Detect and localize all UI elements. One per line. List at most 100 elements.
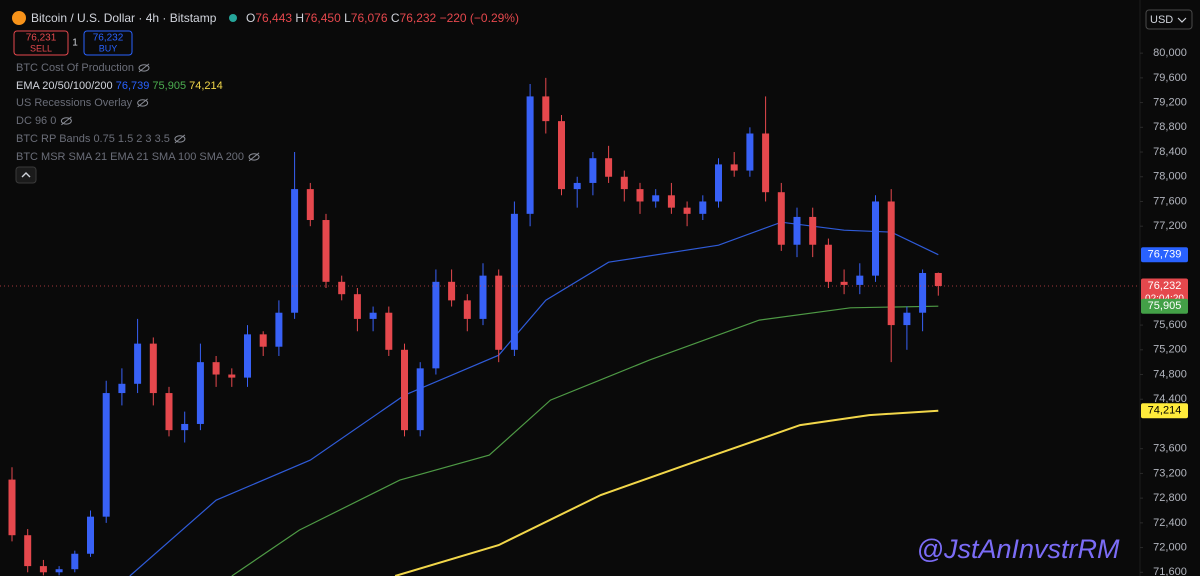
y-tick-label: 77,600: [1153, 195, 1187, 207]
indicator[interactable]: BTC MSR SMA 21 EMA 21 SMA 100 SMA 200: [16, 151, 244, 163]
candle-body: [934, 272, 942, 287]
candle-body: [620, 176, 628, 190]
chart-title: Bitcoin / U.S. Dollar · 4h · Bitstamp: [31, 11, 217, 25]
y-tick-label: 79,600: [1153, 72, 1187, 84]
indicator[interactable]: BTC RP Bands 0.75 1.5 2 3 3.5: [16, 133, 170, 145]
candle-body: [730, 164, 738, 171]
candle-body: [432, 281, 440, 369]
candle-body: [102, 393, 110, 517]
candle-body: [683, 207, 691, 214]
price-label-box: [1141, 403, 1188, 419]
eye-icon: [137, 99, 149, 107]
candle-body: [306, 189, 314, 221]
eye-slash: [137, 98, 148, 108]
candle-body: [401, 349, 408, 431]
ema-name: EMA 20/50/100/200: [16, 80, 113, 92]
candle-body: [840, 281, 848, 285]
candle-body: [353, 294, 361, 319]
ema-legend[interactable]: EMA 20/50/100/200 76,739 75,905 74,214: [16, 80, 223, 92]
ohlc-key: H: [295, 11, 304, 25]
y-tick-label: 78,400: [1153, 146, 1187, 158]
indicator[interactable]: US Recessions Overlay: [16, 97, 133, 109]
y-tick-label: 75,200: [1153, 344, 1187, 356]
ohlc-value: 76,443: [255, 11, 292, 25]
candle-body: [589, 158, 597, 183]
candle-body: [887, 201, 895, 326]
candle-body: [291, 189, 299, 313]
y-tick-label: 80,000: [1153, 47, 1187, 59]
candle-body: [699, 201, 707, 214]
ohlc-legend: O76,443 H76,450 L76,076 C76,232 −220 (−0…: [246, 11, 519, 25]
y-tick-label: 72,800: [1153, 492, 1187, 504]
ohlc-value: 76,232: [400, 11, 437, 25]
plot: [0, 77, 1140, 576]
candle-body: [510, 213, 518, 350]
ema-value: 76,739: [116, 80, 150, 92]
candle-body: [118, 383, 126, 394]
candle-body: [809, 216, 817, 245]
quantity[interactable]: 1: [72, 38, 78, 49]
currency-select[interactable]: [1145, 9, 1193, 30]
candle-body: [228, 374, 236, 378]
candle-body: [872, 201, 879, 276]
eye-icon: [60, 117, 72, 125]
candle-body: [244, 334, 251, 378]
candle-body: [919, 272, 927, 313]
dropdown-icon: [1177, 17, 1187, 23]
candle-body: [573, 182, 581, 190]
y-tick-label: 78,800: [1153, 121, 1187, 133]
ohlc-key: O: [246, 11, 255, 25]
candle-body: [87, 516, 94, 554]
watermark: @JstAnInvstrRM: [917, 534, 1120, 564]
candle-body: [526, 96, 534, 214]
candle-body: [777, 192, 785, 245]
y-tick-label: 71,600: [1153, 566, 1187, 576]
y-tick-label: 79,200: [1153, 96, 1187, 108]
y-tick-label: 74,400: [1153, 393, 1187, 405]
candle-body: [181, 423, 189, 431]
candle-body: [856, 275, 864, 285]
eye-icon: [138, 64, 150, 72]
buy-button[interactable]: [83, 30, 133, 56]
ema-value: 74,214: [189, 80, 223, 92]
indicator[interactable]: DC 96 0: [16, 115, 56, 127]
collapse-button[interactable]: [15, 166, 37, 184]
candle-body: [71, 553, 79, 570]
sell-button[interactable]: [13, 30, 69, 56]
candle-body: [495, 275, 503, 350]
candle-body: [24, 535, 32, 567]
candle-body: [605, 158, 613, 177]
indicator[interactable]: BTC Cost Of Production: [16, 62, 134, 74]
eye-icon: [174, 135, 186, 143]
candle-body: [212, 362, 220, 375]
candle-body: [448, 281, 456, 301]
candle-body: [134, 343, 142, 384]
candle-body: [165, 393, 173, 431]
price-axis: 71,600 72,000 72,400 72,800 73,200 73,600 74,4…: [1140, 47, 1188, 576]
candle-body: [479, 275, 487, 319]
price-label: 75,905: [1148, 300, 1182, 312]
y-tick-label: 77,200: [1153, 220, 1187, 232]
ema-line: [129, 221, 939, 576]
coin-icon: [12, 11, 26, 25]
ohlc-key: L: [344, 11, 351, 25]
candle-body: [385, 312, 393, 350]
price-label-box: [1141, 247, 1188, 263]
ema-line: [231, 305, 939, 576]
candle-body: [322, 220, 330, 282]
candle-body: [55, 569, 63, 573]
price-label: 74,214: [1148, 405, 1182, 417]
candle-body: [903, 312, 911, 326]
candle-body: [542, 96, 550, 122]
eye-slash: [248, 152, 260, 162]
y-tick-label: 75,600: [1153, 319, 1187, 331]
candle-body: [463, 300, 471, 319]
candle-body: [667, 195, 675, 208]
currency: USD: [1150, 14, 1173, 26]
candle-body: [793, 216, 801, 245]
ohlc-value: 76,450: [304, 11, 341, 25]
y-tick-label: 72,400: [1153, 517, 1187, 529]
